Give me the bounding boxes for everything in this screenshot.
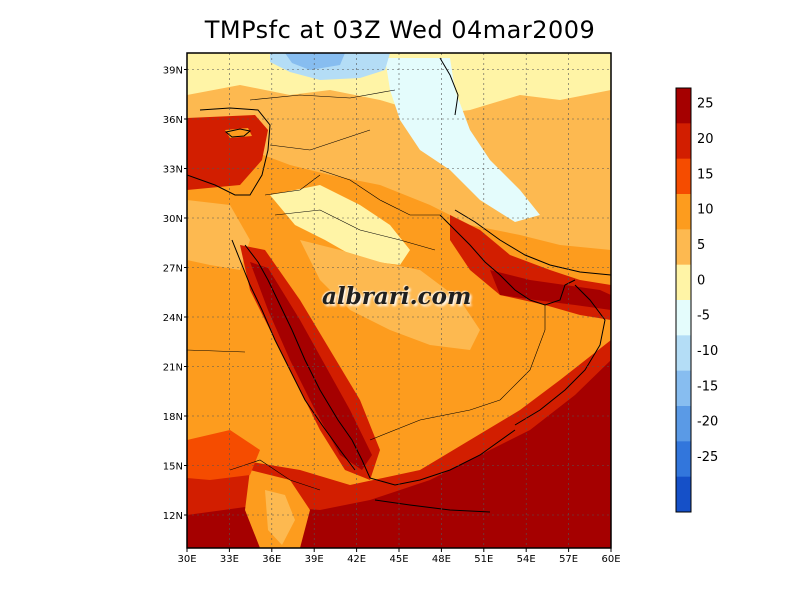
gulf-coast (439, 214, 576, 306)
border-turkey (249, 89, 396, 101)
border-ethiopia (229, 459, 321, 491)
grid-lines (186, 53, 612, 548)
lon-tick-label: 33E (220, 554, 239, 565)
yemen-coast (369, 429, 516, 486)
colorbar-label: 20 (697, 132, 714, 147)
latitude-tick-labels: 12N 15N 18N 21N 24N 27N 30N 33N 36N 39N (163, 66, 187, 522)
map-title: TMPsfc at 03Z Wed 04mar2009 (204, 16, 596, 44)
border-syria (269, 129, 371, 151)
med-coast (187, 107, 271, 196)
red-sea-west-coast (231, 239, 356, 471)
field-arabia-mild (300, 240, 480, 350)
colorbar-frame (675, 87, 692, 513)
somalia-coast (374, 499, 491, 513)
border-saudi-north (274, 209, 436, 251)
colorbar-label: -15 (697, 379, 718, 394)
colorbar-swatch (676, 441, 691, 478)
colorbar-swatch (676, 300, 691, 336)
lon-tick-label: 42E (347, 554, 366, 565)
lon-tick-label: 54E (517, 554, 536, 565)
colorbar-label: 0 (697, 273, 705, 288)
colorbar-swatch (676, 123, 691, 160)
field-arabia-cool (270, 185, 410, 265)
colorbar-swatch (676, 229, 691, 266)
field-gulf-hot (490, 270, 611, 310)
colorbar-label: -20 (697, 415, 718, 430)
colorbar-label: -10 (697, 344, 718, 359)
colorbar-swatch (676, 194, 691, 230)
colorbar-label: 10 (697, 203, 714, 218)
field-egypt-mild (187, 200, 250, 270)
lon-tick-label: 45E (389, 554, 408, 565)
border-egypt-sudan (187, 349, 246, 353)
field-turkey-colder (285, 53, 345, 70)
colorbar-swatch (676, 158, 691, 195)
lat-tick-label: 27N (163, 264, 183, 275)
border-oman (499, 305, 546, 401)
lat-tick-label: 33N (163, 165, 183, 176)
coastlines (187, 57, 611, 513)
lat-tick-label: 24N (163, 313, 183, 324)
longitude-tick-labels: 30E 33E 36E 39E 42E 45E 48E 51E 54E 57E 60E (177, 548, 621, 565)
colorbar-swatch (676, 88, 691, 124)
lat-tick-label: 39N (163, 66, 183, 77)
lon-tick-label: 39E (305, 554, 324, 565)
field-iran-cold (385, 58, 540, 222)
country-borders (187, 89, 546, 491)
lon-tick-label: 51E (474, 554, 493, 565)
lon-tick-label: 30E (177, 554, 196, 565)
iran-coast (454, 209, 611, 276)
temperature-field (187, 53, 611, 548)
lat-tick-label: 21N (163, 363, 183, 374)
colorbar-swatch (676, 370, 691, 407)
caspian-coast (439, 57, 459, 116)
colorbar-label: -25 (697, 450, 718, 465)
lon-tick-label: 36E (262, 554, 281, 565)
border-jordan (264, 174, 321, 196)
colorbar-swatch (676, 335, 691, 372)
lat-tick-label: 36N (163, 115, 183, 126)
colorbar-label: 25 (697, 97, 714, 112)
lat-tick-label: 12N (163, 511, 183, 522)
colorbar (675, 87, 692, 513)
red-sea-east-coast (244, 244, 371, 479)
field-ethiopia-cool (265, 490, 295, 545)
colorbar-swatch (676, 264, 691, 301)
field-sudan-warm (187, 430, 260, 480)
lat-tick-label: 15N (163, 462, 183, 473)
lon-tick-label: 57E (559, 554, 578, 565)
border-yemen (369, 399, 501, 441)
colorbar-swatch (676, 406, 691, 442)
watermark-text: albrari.com (322, 283, 472, 310)
colorbar-swatch (676, 476, 691, 513)
colorbar-labels: 25 20 15 10 5 0 -5 -10 -15 -20 -25 (697, 97, 718, 465)
lon-tick-label: 48E (432, 554, 451, 565)
colorbar-label: 15 (697, 167, 714, 182)
lat-tick-label: 18N (163, 412, 183, 423)
lon-tick-label: 60E (601, 554, 620, 565)
colorbar-label: -5 (697, 309, 710, 324)
oman-coast (514, 284, 606, 426)
field-south-hot (187, 360, 611, 548)
cyprus-outline (224, 128, 252, 138)
colorbar-label: 5 (697, 238, 705, 253)
field-redsea-hot (250, 262, 372, 470)
border-iraq (319, 169, 440, 216)
lat-tick-label: 30N (163, 214, 183, 225)
